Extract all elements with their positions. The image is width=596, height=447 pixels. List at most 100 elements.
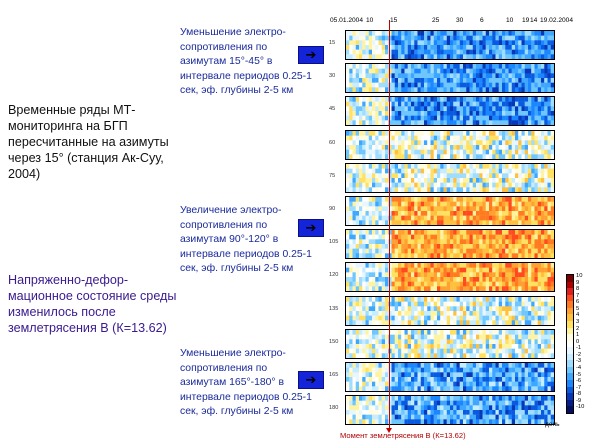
annotation-line: Увеличение электро- xyxy=(180,205,282,216)
arrow-glyph: ➔ xyxy=(305,47,317,63)
timeseries-panel xyxy=(345,395,555,426)
colorbar-tick-label: -2 xyxy=(576,351,582,358)
time-axis-tick: 10 xyxy=(366,17,374,24)
colorbar-tick-label: -10 xyxy=(576,404,585,411)
azimuth-label: 90 xyxy=(329,206,336,212)
corner-label: день xyxy=(545,421,560,428)
colorbar-tick-label: 4 xyxy=(576,312,580,319)
arrow-right-icon: ➔ xyxy=(298,371,324,389)
colorbar-tick-label: 0 xyxy=(576,338,580,345)
colorbar-tick-label: 1 xyxy=(576,332,580,339)
annotation-line: сек, эф. глубины 2-5 км xyxy=(180,263,294,275)
time-axis-tick: 14 xyxy=(530,17,538,24)
annotation-line: сопротивления по xyxy=(180,219,268,231)
annotation-line: сопротивления по xyxy=(180,41,268,53)
annotation-increase-90-120: Увеличение электро- сопротивления по ази… xyxy=(180,204,340,277)
colorbar-tick-label: -5 xyxy=(576,371,582,378)
timeseries-panel xyxy=(345,362,555,392)
timeseries-panel xyxy=(345,295,555,326)
azimuth-label: 60 xyxy=(329,139,336,146)
time-axis-tick: 19 xyxy=(522,17,530,24)
colorbar-tick-label: 3 xyxy=(576,319,580,325)
colorbar-segment xyxy=(567,288,573,295)
colorbar-tick-label: -8 xyxy=(576,391,582,398)
colorbar-segment xyxy=(567,320,573,328)
colorbar-segment xyxy=(567,314,573,321)
timeseries-panel xyxy=(345,229,555,260)
colorbar-segment xyxy=(567,294,573,302)
colorbar-tick-label: 5 xyxy=(576,305,580,312)
azimuth-label: 120 xyxy=(329,272,339,279)
colorbar-segment xyxy=(567,386,573,394)
colorbar-segment xyxy=(567,353,573,361)
arrow-glyph: ➔ xyxy=(305,220,317,236)
annotation-line: Уменьшение электро- xyxy=(180,27,286,38)
colorbar-tick-label: -9 xyxy=(576,397,582,404)
earthquake-marker-arrow-icon xyxy=(386,428,392,433)
earthquake-marker-line xyxy=(389,20,390,430)
colorbar-segment xyxy=(567,327,573,335)
annotation-line: сопротивления по xyxy=(180,362,268,374)
annotation-line: Уменьшение электро- xyxy=(180,348,286,359)
annotation-line: интервале периодов 0.25-1 xyxy=(180,391,312,403)
colorbar-segment xyxy=(567,307,573,315)
time-axis-tick: 15 xyxy=(390,17,398,24)
colorbar-segment xyxy=(567,360,573,367)
colorbar-tick-label: 9 xyxy=(576,279,580,286)
azimuth-label: 30 xyxy=(329,73,336,80)
arrow-right-icon: ➔ xyxy=(298,46,324,64)
colorbar-segment xyxy=(567,275,573,282)
arrow-glyph: ➔ xyxy=(305,372,317,388)
timeseries-panel xyxy=(345,328,555,359)
time-axis-start-label: 05.01.2004 xyxy=(330,17,364,24)
colorbar-tick-label: -6 xyxy=(576,378,582,385)
time-axis-tick: 25 xyxy=(432,17,440,24)
annotation-line: сек, эф. глубины 2-5 км xyxy=(180,85,294,97)
annotation-line: азимутам 15°-45° в xyxy=(180,56,273,68)
colorbar-tick-label: -7 xyxy=(576,384,582,391)
timeseries-panel xyxy=(345,196,555,226)
colorbar-tick-label: 6 xyxy=(576,299,580,306)
colorbar-segment xyxy=(567,393,573,400)
arrow-right-icon: ➔ xyxy=(298,219,324,237)
time-axis-tick: 30 xyxy=(456,17,464,24)
colorbar-tick-label: -3 xyxy=(576,358,582,365)
slide-title-text: Временные ряды МТ-мониторинга на БГП пер… xyxy=(8,103,169,181)
timeseries-panel xyxy=(345,96,555,127)
timeseries-panel xyxy=(345,129,555,160)
azimuth-label: 165 xyxy=(329,372,339,378)
earthquake-label: Момент землетрясения В (К=13.62) xyxy=(340,431,466,440)
colorbar xyxy=(566,274,574,414)
colorbar-tick-label: 10 xyxy=(576,273,583,279)
timeseries-panel xyxy=(345,30,555,60)
annotation-decrease-165-180: Уменьшение электро- сопротивления по ази… xyxy=(180,347,340,420)
colorbar-tick-label: -1 xyxy=(576,345,582,352)
colorbar-tick-label: -4 xyxy=(576,365,582,371)
annotation-line: азимутам 165°-180° в xyxy=(180,377,284,389)
colorbar-segment xyxy=(567,373,573,380)
colorbar-segment xyxy=(567,406,573,413)
colorbar-segment xyxy=(567,301,573,308)
annotation-line: интервале периодов 0.25-1 xyxy=(180,70,312,82)
azimuth-label: 15 xyxy=(329,40,336,46)
colorbar-segment xyxy=(567,380,573,387)
colorbar-segment xyxy=(567,334,573,341)
azimuth-label: 150 xyxy=(329,338,339,345)
timeseries-panel xyxy=(345,162,555,193)
timeseries-panel xyxy=(345,63,555,94)
annotation-line: азимутам 90°-120° в xyxy=(180,234,279,246)
colorbar-segment xyxy=(567,281,573,289)
annotation-line: интервале периодов 0.25-1 xyxy=(180,248,312,260)
colorbar-tick-label: 8 xyxy=(576,286,580,293)
conclusion-text: Напряженно-дефор-мационное состояние сре… xyxy=(8,273,177,335)
colorbar-segment xyxy=(567,340,573,348)
azimuth-label: 180 xyxy=(329,405,339,412)
time-axis-tick: 6 xyxy=(480,17,484,24)
azimuth-label: 45 xyxy=(329,106,336,113)
azimuth-label: 105 xyxy=(329,239,339,246)
colorbar-segment xyxy=(567,366,573,374)
colorbar-segment xyxy=(567,347,573,354)
time-axis-end-label: 19.02.2004 xyxy=(540,17,574,24)
colorbar-tick-label: 2 xyxy=(576,325,580,332)
azimuth-label: 75 xyxy=(329,172,336,179)
